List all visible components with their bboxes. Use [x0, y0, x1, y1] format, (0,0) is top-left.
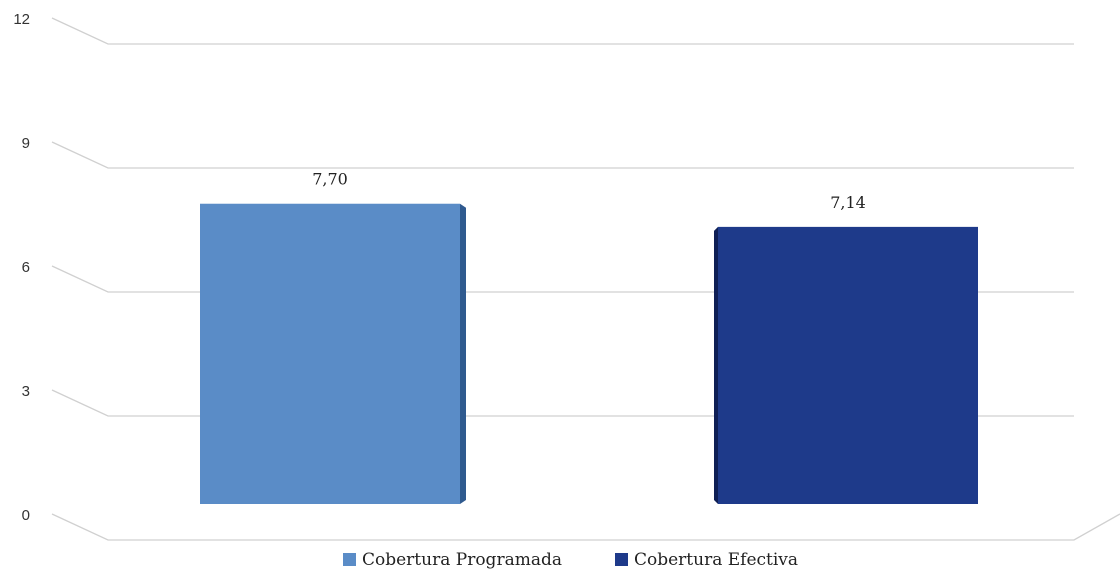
y-tick-label: 6 [22, 259, 30, 276]
gridlines [51, 17, 1120, 541]
legend-item-1: Cobertura Programada [343, 550, 562, 570]
bar-2 [714, 226, 978, 504]
gridline [51, 17, 1074, 45]
y-tick-label: 9 [22, 135, 30, 152]
gridline [51, 141, 1074, 169]
bar-side [460, 203, 466, 504]
legend-label: Cobertura Programada [362, 550, 562, 570]
bar-front [718, 226, 978, 504]
y-axis-ticks: 0 3 6 9 12 [13, 11, 30, 524]
bar-1 [200, 203, 466, 504]
bars [200, 203, 978, 504]
legend-label: Cobertura Efectiva [634, 550, 798, 570]
legend: Cobertura Programada Cobertura Efectiva [343, 550, 798, 570]
legend-swatch [615, 553, 628, 566]
data-labels: 7,70 7,14 [312, 170, 866, 212]
bar-side [714, 226, 718, 504]
legend-swatch [343, 553, 356, 566]
data-label: 7,70 [312, 170, 348, 189]
gridline [51, 513, 1120, 541]
legend-item-2: Cobertura Efectiva [615, 550, 798, 570]
y-tick-label: 0 [22, 507, 30, 524]
bar-front [200, 203, 460, 504]
y-tick-label: 12 [13, 11, 30, 28]
data-label: 7,14 [830, 193, 866, 212]
y-tick-label: 3 [22, 383, 30, 400]
